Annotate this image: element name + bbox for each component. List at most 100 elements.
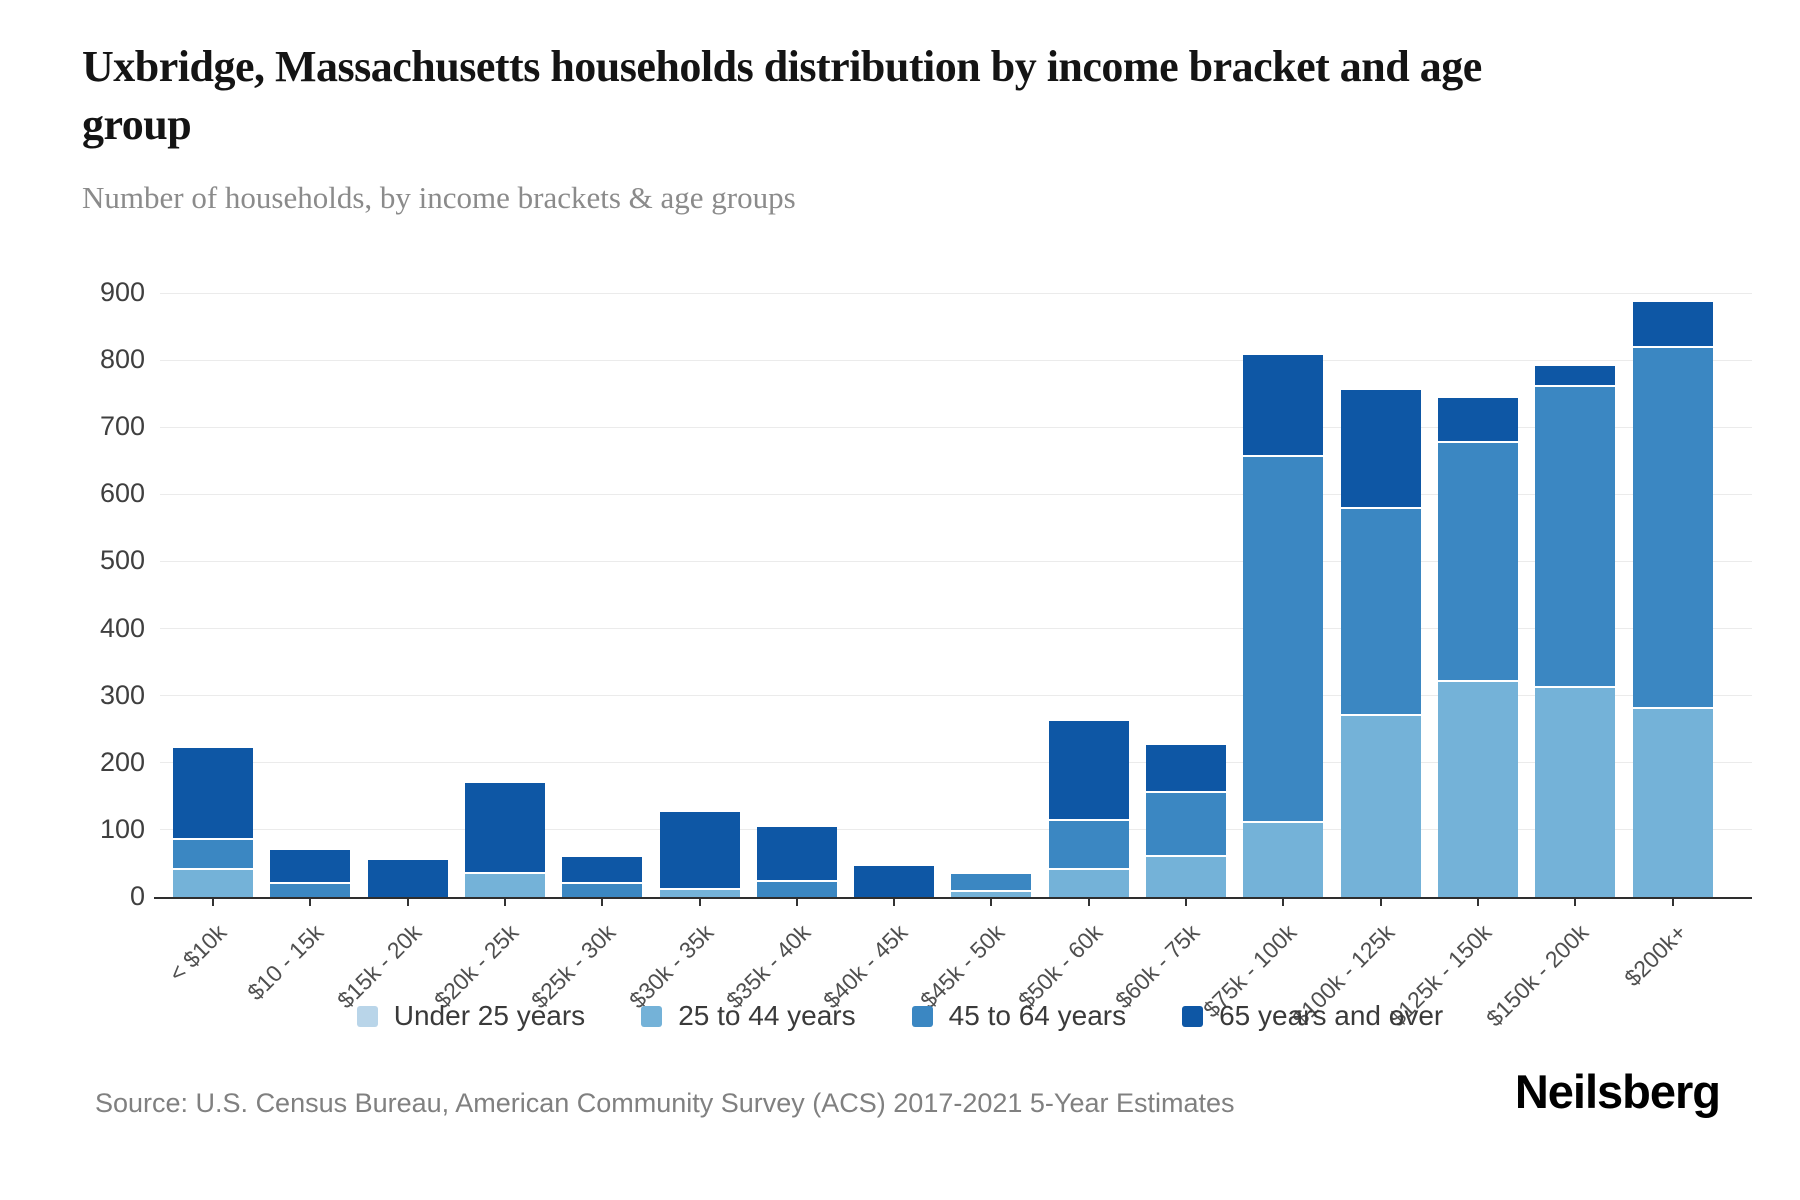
bar-100k-125k[interactable]: [1340, 293, 1421, 897]
bar-segment[interactable]: [464, 782, 545, 874]
gridline-y700: [160, 426, 1752, 428]
chart-header: Uxbridge, Massachusetts households distr…: [82, 38, 1722, 216]
bar-segment[interactable]: [1048, 721, 1129, 822]
ytick-label-800: 800: [99, 344, 145, 375]
chart-legend: Under 25 years 25 to 44 years 45 to 64 yea…: [0, 1000, 1800, 1032]
xtick: [601, 899, 604, 906]
ytick-label-400: 400: [99, 612, 145, 643]
bar-15k-20k[interactable]: [367, 293, 448, 897]
legend-item-45-to-64-years[interactable]: 45 to 64 years: [911, 1000, 1127, 1032]
bar-segment[interactable]: [1535, 365, 1616, 387]
bar-segment[interactable]: [1437, 398, 1518, 444]
bar-200k[interactable]: [1632, 293, 1713, 897]
bar-segment[interactable]: [1146, 792, 1226, 858]
xtick: [503, 899, 506, 906]
bar-segment[interactable]: [1243, 822, 1324, 897]
legend-label: 45 to 64 years: [948, 1000, 1127, 1031]
legend-swatch-icon: [356, 1005, 378, 1027]
bar-35k-40k[interactable]: [756, 293, 837, 897]
legend-item-under-25-years[interactable]: Under 25 years: [356, 1000, 586, 1032]
bar-segment[interactable]: [1437, 681, 1518, 897]
bar-segment[interactable]: [1535, 386, 1616, 688]
bar-20k-25k[interactable]: [464, 293, 545, 897]
gridline-y800: [160, 359, 1752, 361]
gridline-y200: [160, 762, 1752, 764]
bar-30k-35k[interactable]: [659, 293, 740, 897]
bar-75k-100k[interactable]: [1243, 293, 1324, 897]
gridline-y900: [160, 292, 1752, 294]
bar-segment[interactable]: [854, 866, 935, 897]
bar-segment[interactable]: [951, 874, 1032, 893]
bar-segment[interactable]: [173, 839, 253, 871]
bar-segment[interactable]: [270, 883, 351, 897]
bar-segment[interactable]: [1437, 443, 1518, 682]
bar-150k-200k[interactable]: [1535, 293, 1616, 897]
gridline-y100: [160, 829, 1752, 831]
bar-segment[interactable]: [1048, 870, 1129, 897]
bar-125k-150k[interactable]: [1437, 293, 1518, 897]
x-axis-line: [154, 897, 1752, 899]
xtick: [1185, 899, 1187, 906]
legend-label: Under 25 years: [393, 1000, 586, 1031]
bar-40k-45k[interactable]: [854, 293, 935, 897]
bar-segment[interactable]: [562, 884, 643, 897]
bar-segment[interactable]: [1243, 354, 1324, 457]
legend-item-25-to-44-years[interactable]: 25 to 44 years: [641, 1000, 856, 1032]
bar-segment[interactable]: [951, 892, 1032, 897]
chart-subtitle: Number of households, by income brackets…: [82, 180, 796, 216]
gridline-y600: [160, 493, 1752, 495]
bar-segment[interactable]: [659, 811, 740, 891]
ytick-label-100: 100: [99, 813, 145, 844]
bar-segment[interactable]: [1340, 390, 1421, 510]
bar-60k-75k[interactable]: [1146, 293, 1226, 897]
bar-25k-30k[interactable]: [562, 293, 643, 897]
bar-segment[interactable]: [1048, 821, 1129, 871]
xtick: [893, 899, 896, 906]
ytick-label-200: 200: [99, 746, 145, 777]
bar-segment[interactable]: [1632, 348, 1713, 710]
xtick: [1574, 899, 1577, 906]
brand-logo: Neilsberg: [1514, 1065, 1721, 1118]
xtick: [406, 899, 409, 906]
bar-segment[interactable]: [1632, 302, 1713, 349]
xtick: [990, 899, 993, 906]
gridline-y500: [160, 560, 1752, 562]
bar-segment[interactable]: [270, 850, 351, 884]
bar-segment[interactable]: [756, 882, 837, 897]
legend-label: 25 to 44 years: [678, 1000, 856, 1031]
legend-label: 65 years and over: [1219, 1000, 1444, 1031]
bar-segment[interactable]: [367, 860, 448, 897]
bar-segment[interactable]: [1535, 687, 1616, 897]
bar-segment[interactable]: [756, 826, 837, 883]
bar-10k[interactable]: [173, 293, 253, 897]
chart-title: Uxbridge, Massachusetts households distr…: [82, 42, 1482, 150]
bar-segment[interactable]: [173, 748, 253, 840]
legend-swatch-icon: [641, 1005, 663, 1027]
ytick-label-0: 0: [129, 881, 145, 911]
bar-segment[interactable]: [659, 890, 740, 897]
bar-10-15k[interactable]: [270, 293, 351, 897]
bar-45k-50k[interactable]: [951, 293, 1032, 897]
legend-item-65-years-and-over[interactable]: 65 years and over: [1182, 1000, 1443, 1032]
bar-segment[interactable]: [1340, 509, 1421, 716]
ytick-label-700: 700: [99, 411, 145, 442]
ytick-label-300: 300: [99, 679, 145, 710]
bar-segment[interactable]: [1146, 857, 1226, 897]
bar-50k-60k[interactable]: [1048, 293, 1129, 897]
legend-swatch-icon: [1182, 1005, 1204, 1027]
bar-segment[interactable]: [562, 857, 643, 885]
xtick: [1087, 899, 1090, 906]
gridline-y400: [160, 628, 1752, 630]
bar-segment[interactable]: [173, 870, 253, 897]
bar-segment[interactable]: [1243, 456, 1324, 823]
bar-segment[interactable]: [464, 873, 545, 897]
bar-segment[interactable]: [1632, 709, 1713, 897]
bar-segment[interactable]: [1340, 715, 1421, 897]
xtick: [1282, 899, 1285, 906]
legend-swatch-icon: [911, 1005, 933, 1027]
ytick-label-500: 500: [99, 545, 145, 576]
bar-segment[interactable]: [1146, 745, 1226, 793]
xtick: [1476, 899, 1479, 906]
xtick: [212, 899, 214, 906]
